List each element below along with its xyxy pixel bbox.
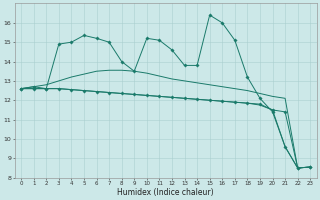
X-axis label: Humidex (Indice chaleur): Humidex (Indice chaleur) xyxy=(117,188,214,197)
